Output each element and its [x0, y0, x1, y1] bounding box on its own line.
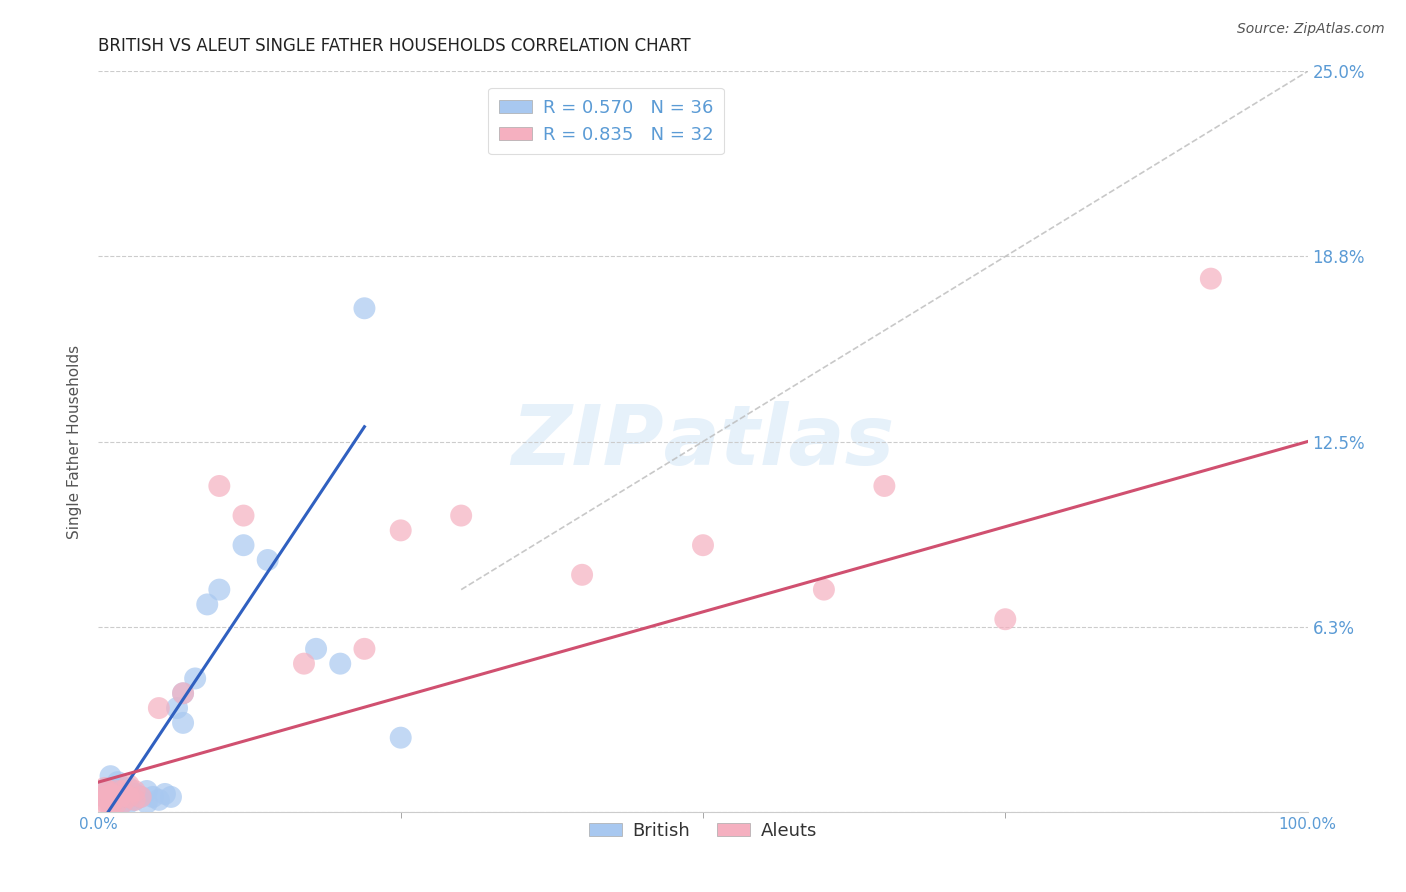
- Point: [353, 301, 375, 316]
- Point: [124, 793, 146, 807]
- Point: [873, 479, 896, 493]
- Text: ZIP​atlas: ZIP​atlas: [512, 401, 894, 482]
- Point: [105, 784, 128, 798]
- Point: [118, 789, 141, 804]
- Point: [107, 775, 129, 789]
- Point: [111, 780, 134, 795]
- Point: [329, 657, 352, 671]
- Point: [148, 701, 170, 715]
- Point: [100, 780, 122, 795]
- Point: [101, 787, 124, 801]
- Point: [208, 479, 231, 493]
- Point: [142, 789, 165, 804]
- Point: [124, 787, 146, 801]
- Point: [111, 784, 134, 798]
- Point: [129, 789, 152, 804]
- Point: [93, 780, 115, 795]
- Point: [124, 784, 146, 798]
- Point: [93, 789, 115, 804]
- Point: [100, 798, 122, 813]
- Point: [96, 780, 118, 795]
- Point: [118, 778, 141, 792]
- Point: [114, 789, 136, 804]
- Point: [148, 793, 170, 807]
- Point: [97, 784, 120, 798]
- Point: [111, 796, 134, 810]
- Point: [108, 789, 131, 804]
- Point: [96, 796, 118, 810]
- Point: [105, 784, 128, 798]
- Point: [129, 789, 152, 804]
- Point: [172, 686, 194, 700]
- Point: [813, 582, 835, 597]
- Point: [160, 789, 183, 804]
- Point: [135, 796, 157, 810]
- Point: [93, 789, 115, 804]
- Point: [994, 612, 1017, 626]
- Point: [208, 582, 231, 597]
- Point: [305, 641, 328, 656]
- Point: [184, 672, 207, 686]
- Point: [111, 796, 134, 810]
- Legend: British, Aleuts: British, Aleuts: [582, 814, 824, 847]
- Point: [105, 796, 128, 810]
- Point: [118, 796, 141, 810]
- Point: [172, 686, 194, 700]
- Text: BRITISH VS ALEUT SINGLE FATHER HOUSEHOLDS CORRELATION CHART: BRITISH VS ALEUT SINGLE FATHER HOUSEHOLD…: [98, 37, 690, 54]
- Point: [153, 787, 176, 801]
- Point: [1199, 271, 1222, 285]
- Point: [292, 657, 315, 671]
- Point: [232, 538, 254, 552]
- Point: [100, 787, 122, 801]
- Point: [571, 567, 593, 582]
- Point: [389, 731, 412, 745]
- Point: [100, 769, 122, 783]
- Text: Source: ZipAtlas.com: Source: ZipAtlas.com: [1237, 22, 1385, 37]
- Point: [124, 793, 146, 807]
- Point: [108, 789, 131, 804]
- Point: [450, 508, 472, 523]
- Y-axis label: Single Father Households: Single Father Households: [67, 344, 83, 539]
- Point: [118, 780, 141, 795]
- Point: [353, 641, 375, 656]
- Point: [256, 553, 278, 567]
- Point: [166, 701, 188, 715]
- Point: [389, 524, 412, 538]
- Point: [91, 796, 114, 810]
- Point: [100, 796, 122, 810]
- Point: [232, 508, 254, 523]
- Point: [105, 796, 128, 810]
- Point: [195, 598, 218, 612]
- Point: [101, 793, 124, 807]
- Point: [692, 538, 714, 552]
- Point: [172, 715, 194, 730]
- Point: [135, 784, 157, 798]
